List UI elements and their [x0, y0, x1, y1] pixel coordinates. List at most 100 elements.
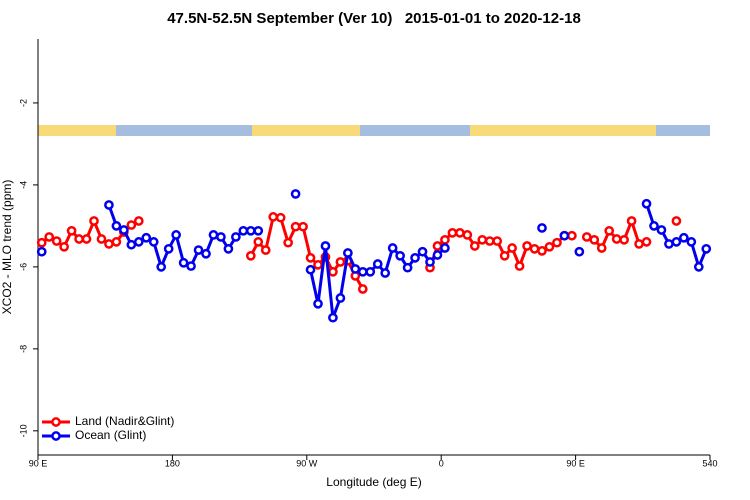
data-point [440, 234, 450, 245]
data-point [253, 237, 264, 247]
data-point [305, 264, 316, 275]
data-point [589, 234, 600, 245]
data-point [455, 228, 465, 238]
data-point [574, 246, 585, 257]
data-point [208, 230, 219, 240]
data-point [171, 230, 181, 240]
data-point [268, 212, 279, 222]
data-point [223, 243, 234, 254]
data-point [380, 268, 391, 278]
data-point [36, 237, 47, 248]
legend-label: Land (Nadir&Glint) [75, 414, 174, 428]
data-point [679, 232, 689, 243]
legend-marker [51, 431, 61, 441]
data-point [537, 246, 547, 256]
data-point [133, 237, 144, 247]
data-point [649, 221, 659, 231]
data-point [522, 241, 532, 251]
data-point [619, 234, 629, 245]
data-point [81, 234, 92, 244]
data-point [245, 250, 256, 261]
data-point [477, 234, 488, 245]
data-point [178, 257, 189, 268]
data-point [469, 241, 480, 251]
y-tick-label: -8 [18, 345, 28, 353]
data-point [432, 250, 443, 260]
data-point [216, 232, 226, 242]
data-point [260, 245, 271, 255]
data-point [186, 261, 196, 271]
x-tick-label: 0 [439, 458, 444, 468]
data-point [529, 243, 540, 254]
data-point [357, 266, 368, 277]
data-point [544, 241, 555, 252]
data-point [402, 262, 413, 273]
data-point [193, 245, 204, 255]
data-point [462, 230, 473, 240]
data-point [111, 221, 122, 231]
data-point [51, 236, 62, 246]
data-point [357, 284, 368, 294]
data-point [350, 264, 361, 274]
data-point [126, 239, 137, 250]
y-axis-label: XCO2 - MLO trend (ppm) [0, 180, 14, 315]
data-point [395, 250, 405, 261]
data-point [581, 232, 592, 242]
data-point [320, 241, 331, 251]
x-tick-label: 90 E [29, 458, 48, 468]
data-point [634, 239, 644, 249]
data-point [96, 234, 107, 244]
data-point [626, 216, 637, 226]
data-point [492, 236, 503, 246]
legend-marker [51, 417, 61, 427]
data-point [66, 225, 77, 236]
data-point [111, 237, 122, 247]
data-point [119, 225, 129, 235]
data-point [432, 241, 443, 251]
data-point [641, 198, 652, 209]
x-tick-label: 540 [702, 458, 717, 468]
data-point [372, 259, 383, 269]
data-point [74, 234, 84, 244]
data-point [656, 225, 667, 235]
data-point [335, 293, 346, 303]
data-point [253, 225, 264, 236]
data-point [305, 253, 316, 263]
data-point [343, 248, 353, 258]
data-point [126, 220, 137, 230]
data-point [231, 232, 241, 242]
data-point [514, 261, 525, 271]
y-tick-label: -2 [18, 99, 28, 107]
data-point [163, 243, 174, 254]
x-tick-label: 90 E [566, 458, 585, 468]
data-point [664, 239, 674, 249]
data-point [507, 243, 517, 253]
data-point [447, 228, 458, 238]
data-point [245, 225, 256, 236]
data-point [537, 223, 547, 233]
data-point [559, 230, 570, 241]
data-point [641, 237, 652, 247]
data-point [671, 216, 682, 226]
data-point [365, 266, 376, 277]
data-point [499, 250, 510, 261]
data-point [290, 189, 301, 199]
x-tick-label: 90 W [296, 458, 318, 468]
x-tick-label: 180 [165, 458, 180, 468]
x-axis-label: Longitude (deg E) [326, 475, 421, 489]
chart-title: 47.5N-52.5N September (Ver 10) 2015-01-0… [167, 10, 581, 27]
surface-strip [38, 125, 710, 136]
data-point [36, 246, 47, 257]
data-point [387, 243, 398, 253]
data-point [328, 266, 338, 277]
data-point [596, 243, 607, 253]
data-point [298, 221, 308, 232]
data-point [440, 243, 450, 253]
data-point [604, 225, 615, 236]
y-tick-label: -4 [18, 181, 28, 189]
data-point [425, 257, 435, 267]
data-point [238, 225, 249, 236]
data-point [275, 212, 286, 223]
data-point [484, 236, 495, 246]
